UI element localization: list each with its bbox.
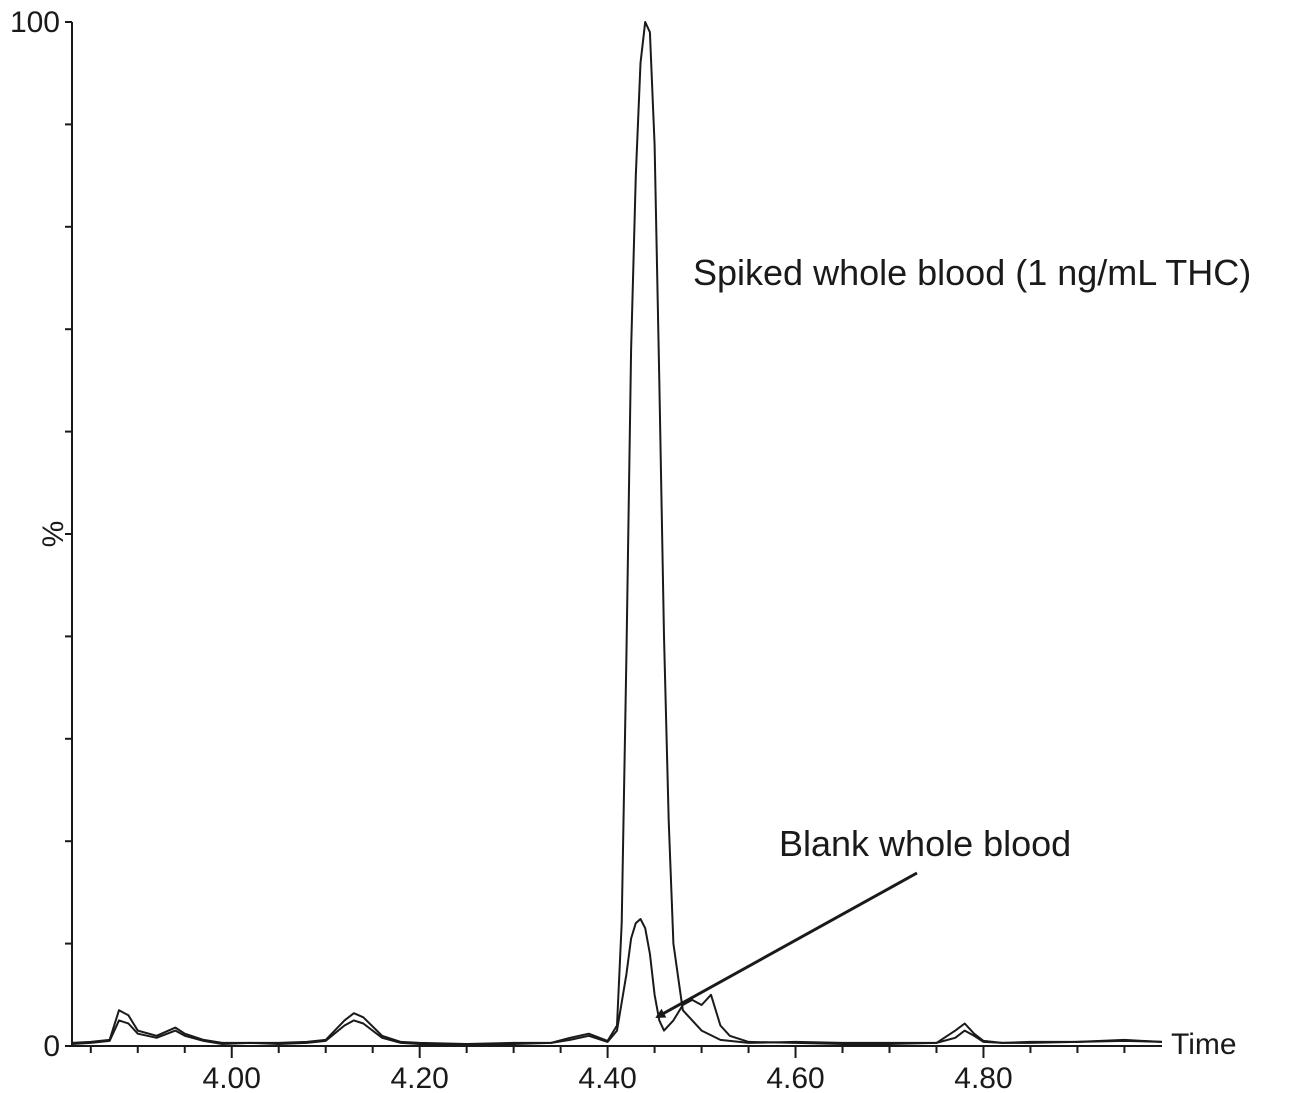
x-axis: 4.00 4.20 4.40 4.60 4.80 <box>72 1045 1162 1093</box>
blank-series-line <box>71 918 1163 1045</box>
blank-annotation: Blank whole blood <box>779 823 1071 864</box>
y-axis-label: % <box>37 521 70 548</box>
y-axis: 0 100 <box>10 6 73 1063</box>
x-tick-label: 4.00 <box>203 1062 261 1093</box>
x-axis-label: Time <box>1171 1028 1237 1061</box>
x-tick-label: 4.40 <box>578 1062 636 1093</box>
blank-annotation-arrow <box>655 871 918 1019</box>
y-tick-label: 100 <box>10 6 60 39</box>
y-tick-label: 0 <box>43 1030 60 1063</box>
x-tick-label: 4.80 <box>954 1062 1012 1093</box>
x-tick-label: 4.20 <box>390 1062 448 1093</box>
spiked-annotation: Spiked whole blood (1 ng/mL THC) <box>693 252 1251 293</box>
x-tick-label: 4.60 <box>766 1062 824 1093</box>
spiked-series-line <box>71 21 1163 1045</box>
